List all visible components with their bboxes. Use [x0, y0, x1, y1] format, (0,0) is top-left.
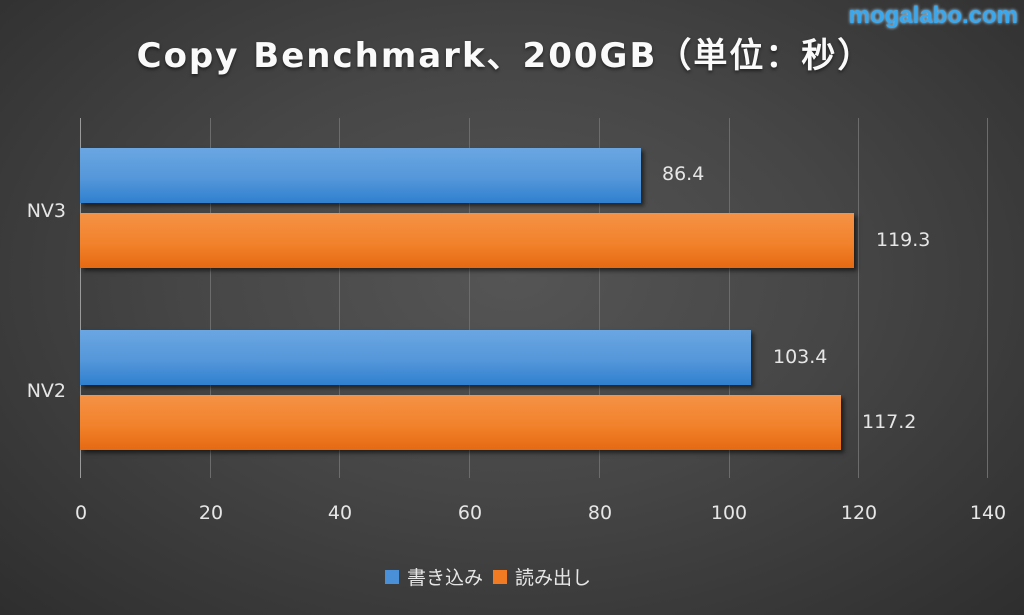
gridline — [469, 118, 470, 478]
legend-swatch-blue — [385, 569, 399, 584]
gridline — [987, 118, 988, 478]
gridline — [80, 118, 81, 478]
gridline — [210, 118, 211, 478]
gridline — [729, 118, 730, 478]
data-label: 86.4 — [662, 163, 705, 185]
gridline — [599, 118, 600, 478]
legend-label: 書き込み — [407, 567, 484, 589]
chart-title: Copy Benchmark、200GB（単位：秒） — [136, 36, 874, 76]
data-label: 117.2 — [862, 411, 917, 433]
x-tick: 140 — [969, 502, 1007, 524]
legend-swatch-orange — [493, 569, 508, 584]
gridline — [339, 118, 340, 478]
x-tick: 80 — [587, 502, 613, 524]
bar-nv2-read — [80, 395, 841, 450]
legend-item-write: 書き込み — [385, 563, 483, 590]
x-tick: 100 — [710, 502, 748, 524]
x-tick: 0 — [74, 502, 88, 524]
x-tick: 60 — [457, 502, 483, 524]
bar-nv3-write — [80, 148, 641, 203]
bar-nv2-write — [80, 330, 751, 385]
plot-area: 86.4 119.3 103.4 117.2 — [80, 118, 988, 478]
category-label: NV2 — [26, 380, 66, 402]
category-label: NV3 — [26, 200, 66, 222]
bar-nv3-read — [80, 213, 854, 268]
x-tick: 120 — [840, 502, 878, 524]
data-label: 119.3 — [876, 229, 931, 251]
x-tick: 40 — [327, 502, 353, 524]
legend-label: 読み出し — [515, 567, 592, 589]
x-tick: 20 — [198, 502, 224, 524]
legend-item-read: 読み出し — [493, 563, 591, 590]
data-label: 103.4 — [773, 346, 828, 368]
watermark: mogalabo.com — [848, 2, 1018, 29]
legend: 書き込み 読み出し — [385, 563, 601, 590]
gridline — [858, 118, 859, 478]
